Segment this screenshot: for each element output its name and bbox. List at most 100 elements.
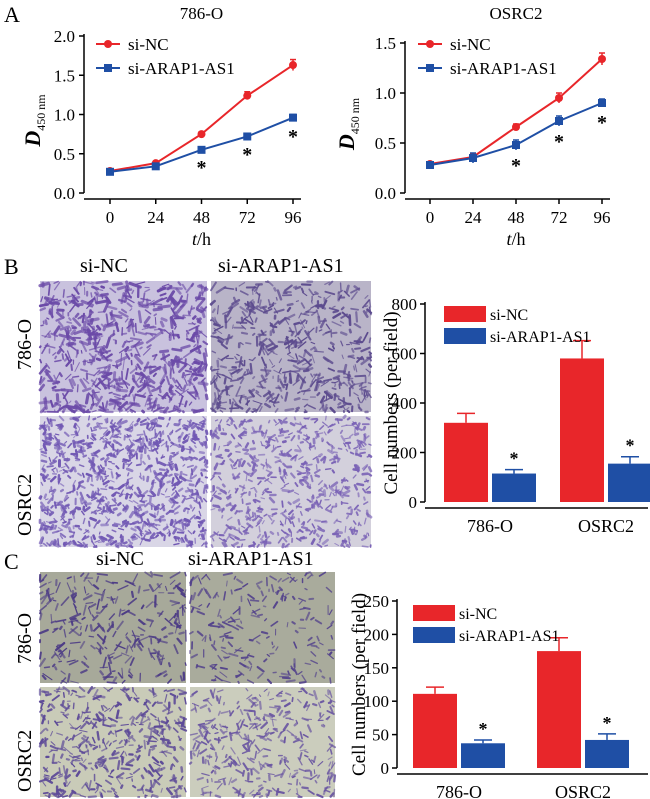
x-tick-label: 96 bbox=[285, 208, 302, 227]
data-point bbox=[197, 130, 206, 139]
data-point bbox=[289, 113, 297, 122]
y-tick-label: 200 bbox=[392, 444, 418, 463]
legend-swatch bbox=[413, 627, 455, 643]
x-axis-label: t/h bbox=[192, 229, 211, 249]
bar bbox=[444, 422, 488, 502]
data-point bbox=[555, 117, 563, 125]
y-tick-label: 200 bbox=[364, 625, 390, 644]
legend-swatch bbox=[444, 306, 486, 322]
chart-title: 786-O bbox=[180, 4, 223, 23]
y-tick-label: 400 bbox=[392, 394, 418, 413]
y-tick-label: 0 bbox=[409, 493, 418, 512]
data-point bbox=[598, 55, 606, 63]
x-tick-label: 0 bbox=[426, 208, 435, 227]
y-tick-label: 50 bbox=[372, 726, 389, 745]
chart-title: OSRC2 bbox=[490, 4, 543, 23]
significance-star: * bbox=[554, 131, 564, 153]
y-tick-label: 0 bbox=[381, 759, 390, 778]
micro-b-col-label-si-nc: si-NC bbox=[80, 255, 128, 277]
panel-letter-b: B bbox=[4, 254, 19, 279]
legend-swatch bbox=[413, 605, 455, 621]
data-point bbox=[243, 91, 252, 100]
x-tick-label: 96 bbox=[594, 208, 611, 227]
x-tick-label: 72 bbox=[551, 208, 568, 227]
data-point bbox=[243, 132, 252, 141]
data-point bbox=[197, 145, 206, 154]
legend-label: si-NC bbox=[490, 307, 528, 324]
micro-c-col-label-si-arap1-as1: si-ARAP1-AS1 bbox=[188, 548, 314, 570]
svg-text:Cell numbers (per field): Cell numbers (per field) bbox=[349, 593, 370, 776]
legend-label: si-NC bbox=[128, 35, 169, 54]
x-tick-label: 786-O bbox=[467, 516, 513, 536]
y-tick-label: 0.5 bbox=[54, 145, 75, 164]
legend-marker bbox=[104, 40, 112, 48]
legend-label: si-NC bbox=[459, 606, 497, 623]
data-point bbox=[512, 141, 520, 149]
y-tick-label: 600 bbox=[392, 345, 418, 364]
panel-letter-c: C bbox=[4, 549, 19, 574]
significance-star: * bbox=[597, 112, 607, 134]
micro-b-col-label-si-arap1-as1: si-ARAP1-AS1 bbox=[218, 255, 344, 277]
bar bbox=[585, 739, 629, 768]
y-tick-label: 0.0 bbox=[54, 184, 75, 203]
significance-star: * bbox=[479, 719, 488, 739]
x-tick-label: 786-O bbox=[436, 782, 482, 799]
x-tick-label: 48 bbox=[193, 208, 210, 227]
y-tick-label: 1.5 bbox=[54, 66, 75, 85]
significance-star: * bbox=[242, 144, 252, 166]
data-point bbox=[426, 161, 434, 169]
panel-letter-a: A bbox=[4, 2, 20, 27]
data-point bbox=[555, 94, 563, 102]
significance-star: * bbox=[511, 155, 521, 177]
legend-label: si-ARAP1-AS1 bbox=[490, 329, 590, 346]
data-point bbox=[512, 123, 520, 131]
legend-marker bbox=[426, 64, 434, 72]
significance-star: * bbox=[197, 157, 207, 179]
y-axis-label: Cell numbers (per field) bbox=[349, 593, 370, 776]
y-tick-label: 800 bbox=[392, 295, 418, 314]
y-axis-label: D450 nm bbox=[20, 94, 48, 148]
legend-label: si-ARAP1-AS1 bbox=[450, 59, 557, 78]
y-tick-label: 2.0 bbox=[54, 27, 75, 46]
x-tick-label: OSRC2 bbox=[555, 782, 611, 799]
legend-swatch bbox=[444, 328, 486, 344]
bar bbox=[608, 463, 650, 502]
x-tick-label: 72 bbox=[239, 208, 256, 227]
legend-marker bbox=[104, 64, 112, 72]
svg-text:D450 nm: D450 nm bbox=[334, 97, 362, 151]
significance-star: * bbox=[510, 449, 519, 469]
significance-star: * bbox=[603, 713, 612, 733]
x-tick-label: 24 bbox=[147, 208, 165, 227]
micro-c-col-label-si-nc: si-NC bbox=[96, 548, 144, 570]
y-tick-label: 0.0 bbox=[375, 184, 396, 203]
legend-marker bbox=[426, 40, 434, 48]
y-tick-label: 0.5 bbox=[375, 134, 396, 153]
y-tick-label: 1.0 bbox=[54, 106, 75, 125]
y-tick-label: 100 bbox=[364, 692, 390, 711]
legend-label: si-ARAP1-AS1 bbox=[459, 628, 559, 645]
bar bbox=[461, 743, 505, 768]
y-axis-label: D450 nm bbox=[334, 97, 362, 151]
data-point bbox=[289, 61, 297, 70]
x-tick-label: OSRC2 bbox=[578, 516, 634, 536]
data-point bbox=[598, 99, 606, 107]
significance-star: * bbox=[626, 436, 635, 456]
data-point bbox=[106, 167, 114, 176]
y-axis-label: Cell numbers (per field) bbox=[381, 311, 402, 494]
legend-label: si-NC bbox=[450, 35, 491, 54]
x-tick-label: 48 bbox=[508, 208, 525, 227]
x-tick-label: 0 bbox=[106, 208, 115, 227]
x-tick-label: 24 bbox=[465, 208, 483, 227]
y-tick-label: 250 bbox=[364, 592, 390, 611]
bar bbox=[560, 358, 604, 502]
svg-text:D450 nm: D450 nm bbox=[20, 94, 48, 148]
y-tick-label: 1.0 bbox=[375, 84, 396, 103]
y-tick-label: 150 bbox=[364, 659, 390, 678]
x-axis-label: t/h bbox=[506, 229, 525, 249]
